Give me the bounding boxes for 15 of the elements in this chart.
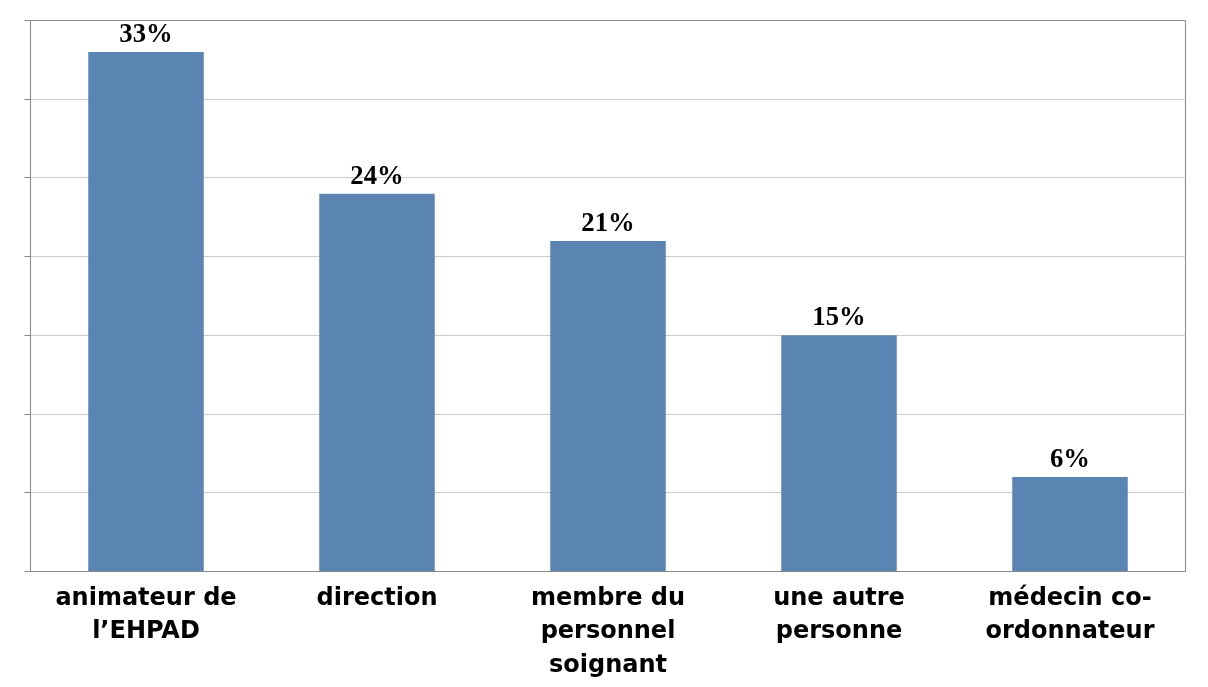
data-label: 24% — [350, 159, 404, 190]
x-tick-label: médecin co-ordonnateur — [985, 582, 1155, 645]
x-tick-label: une autre personne — [773, 582, 905, 645]
x-tick-label: animateur de l’EHPAD — [55, 582, 237, 645]
bar — [1012, 477, 1128, 572]
data-label: 15% — [812, 301, 866, 332]
data-label: 6% — [1050, 443, 1090, 474]
x-tick-label: membre du personnel soignant — [530, 582, 686, 678]
x-tick-label: direction — [316, 582, 438, 611]
bar — [550, 240, 666, 572]
bar — [781, 335, 897, 572]
data-label: 21% — [581, 206, 635, 237]
bar — [319, 193, 435, 572]
bar — [88, 51, 204, 572]
data-label: 33% — [119, 17, 173, 48]
